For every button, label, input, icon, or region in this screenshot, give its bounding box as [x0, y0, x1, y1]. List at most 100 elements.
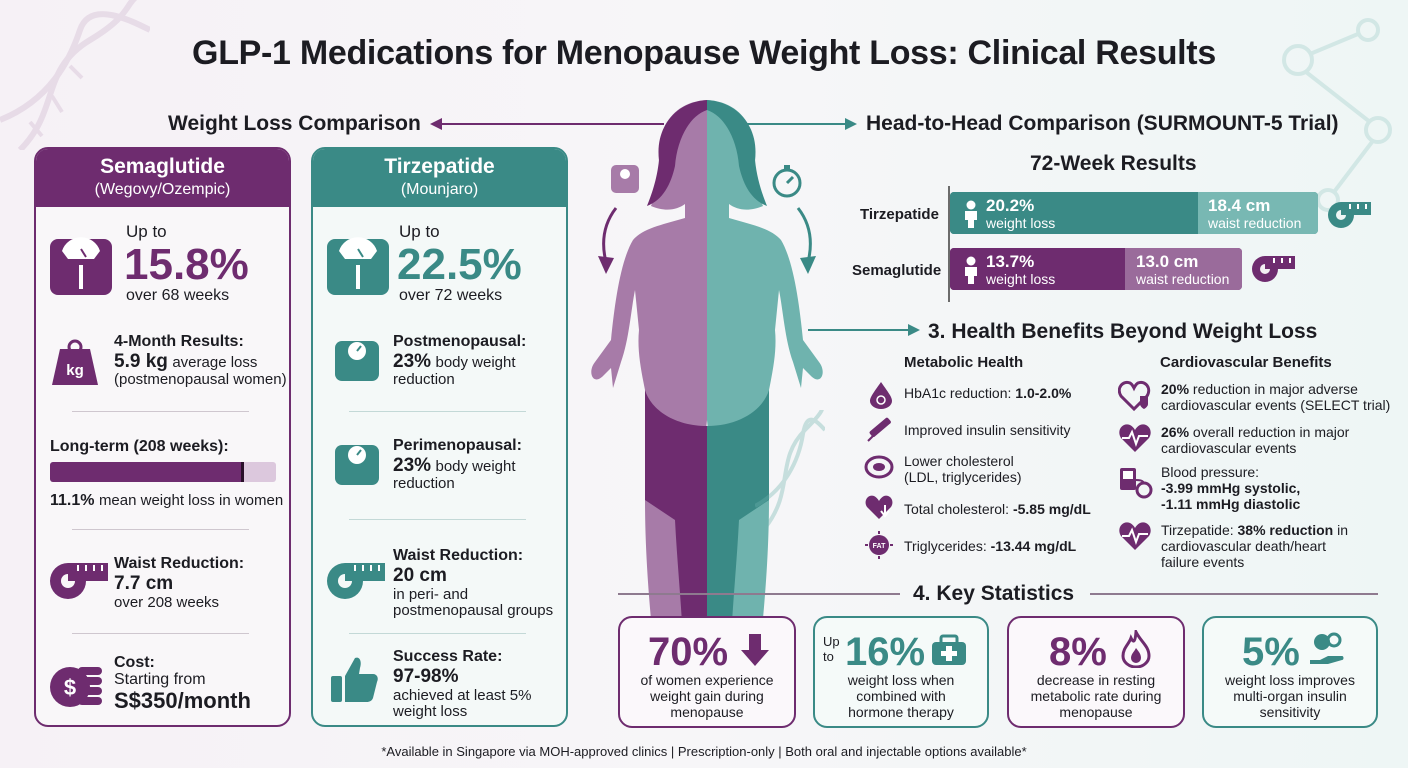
- semaglutide-weight-label: weight loss: [986, 271, 1056, 287]
- head-to-head-label: Head-to-Head Comparison (SURMOUNT-5 Tria…: [866, 112, 1339, 135]
- stat-value: 16%: [845, 630, 926, 674]
- cost-prefix: Starting from: [114, 671, 206, 688]
- postmenopausal-suffix: body weight: [435, 354, 516, 371]
- tirzepatide-brands: (Mounjaro): [400, 181, 479, 198]
- stat-value: 70%: [648, 630, 729, 674]
- semaglutide-duration: over 68 weeks: [126, 287, 230, 304]
- sema-waist-title: Waist Reduction:: [114, 555, 245, 572]
- scale-icon: [50, 237, 112, 295]
- organ-hand-icon: [1310, 632, 1344, 664]
- tirzepatide-max-loss: Up to 22.5% over 72 weeks: [313, 217, 566, 307]
- stat-card: 5% weight loss improves multi-organ insu…: [1202, 616, 1378, 728]
- divider: [618, 593, 900, 595]
- long-term-progress-bar: [50, 462, 276, 482]
- postmenopausal-result: 23% body weight: [393, 351, 516, 372]
- tirzepatide-max-loss-value: 22.5%: [397, 240, 522, 289]
- h2h-bar-semaglutide: 13.7% weight loss 13.0 cm waist reductio…: [950, 248, 1242, 290]
- flame-icon: [1121, 630, 1151, 668]
- tirzepatide-card-header: Tirzepatide (Mounjaro): [313, 149, 566, 207]
- success-value: 97-98%: [393, 666, 459, 687]
- h2h-row-label-semaglutide: Semaglutide: [852, 262, 942, 279]
- sema-waist-value: 7.7 cm: [114, 573, 174, 594]
- person-icon: [965, 200, 977, 228]
- kg-weight-icon: kg: [52, 339, 98, 385]
- medical-kit-icon: [932, 634, 966, 665]
- stat-card: 8% decrease in resting metabolic rate du…: [1007, 616, 1185, 728]
- heart-shield-icon: [1118, 380, 1151, 412]
- page-title: GLP-1 Medications for Menopause Weight L…: [192, 34, 1216, 72]
- arrow-down-icon: [741, 634, 769, 666]
- divider: [349, 633, 526, 634]
- success-note2: weight loss: [393, 703, 468, 720]
- divider: [1090, 593, 1378, 595]
- fat-icon-label: FAT: [873, 543, 886, 550]
- h2h-subtitle: 72-Week Results: [1030, 152, 1197, 175]
- tirzepatide-weight-label: weight loss: [986, 215, 1056, 231]
- stat-line: menopause: [1059, 704, 1133, 720]
- stat-line: weight loss when: [847, 672, 955, 688]
- perimenopausal-suffix2: reduction: [393, 475, 455, 492]
- perimenopausal-value: 23%: [393, 455, 432, 476]
- stat-card: Up to 16% weight loss when combined with…: [813, 616, 989, 728]
- stat-line: weight loss improves: [1225, 672, 1355, 688]
- coins-dollar-icon: $: [50, 667, 102, 707]
- cardio-item-sub: -1.11 mmHg diastolic: [1161, 496, 1301, 512]
- stat-line: combined with: [856, 688, 946, 704]
- person-icon: [965, 256, 977, 284]
- semaglutide-max-loss: Up to 15.8% over 68 weeks: [36, 217, 289, 307]
- metabolic-item: Total cholesterol: -5.85 mg/dL: [904, 501, 1091, 517]
- perimenopausal-title: Perimenopausal:: [393, 437, 522, 454]
- stat-line: menopause: [670, 704, 744, 720]
- stat-value: 5%: [1242, 630, 1300, 674]
- curved-arrow-down-icon: [598, 207, 618, 274]
- success-note1: achieved at least 5%: [393, 687, 532, 704]
- arrow-right-icon: [808, 324, 920, 336]
- tirzepatide-card: Tirzepatide (Mounjaro) Up to 22.5% over …: [311, 147, 568, 727]
- curved-arrow-down-icon: [796, 207, 816, 274]
- cardio-item: Blood pressure:: [1161, 464, 1260, 480]
- semaglutide-max-loss-value: 15.8%: [124, 240, 249, 289]
- tirz-waist-value: 20 cm: [393, 565, 447, 586]
- fat-cell-icon: FAT: [865, 531, 893, 559]
- metabolic-item: Triglycerides: -13.44 mg/dL: [904, 538, 1077, 554]
- tape-measure-icon: [50, 563, 108, 599]
- cost-title: Cost:: [114, 654, 155, 671]
- h2h-row-label-tirzepatide: Tirzepatide: [860, 206, 939, 223]
- scale-icon: [611, 165, 639, 193]
- semaglutide-name: Semaglutide: [100, 155, 225, 178]
- metabolic-health-title: Metabolic Health: [904, 354, 1024, 371]
- stat-line: of women experience: [640, 672, 774, 688]
- tirzepatide-waist-value: 18.4 cm: [1208, 196, 1271, 215]
- long-term-result: 11.1% mean weight loss in women: [50, 491, 283, 510]
- scale-icon: [335, 341, 379, 381]
- stat-line: weight gain during: [650, 688, 764, 704]
- health-benefits-label: 3. Health Benefits Beyond Weight Loss: [928, 320, 1318, 343]
- long-term-value: 11.1%: [50, 492, 95, 509]
- arrow-left-icon: [430, 118, 664, 130]
- molecule-decoration-icon: [1282, 18, 1392, 212]
- tirzepatide-weight-value: 20.2%: [986, 196, 1035, 215]
- sema-waist-duration: over 208 weeks: [114, 594, 220, 611]
- tirz-waist-note1: in peri- and: [393, 586, 469, 603]
- divider: [72, 529, 249, 530]
- perimenopausal-suffix: body weight: [435, 458, 516, 475]
- semaglutide-up-to: Up to: [126, 222, 167, 241]
- tirz-waist-note2: postmenopausal groups: [393, 602, 554, 619]
- four-month-result: 5.9 kg average loss: [114, 351, 257, 372]
- cardio-item-sub: cardiovascular events (SELECT trial): [1161, 397, 1391, 413]
- metabolic-item: Improved insulin sensitivity: [904, 422, 1071, 438]
- divider: [349, 519, 526, 520]
- artery-icon: [864, 455, 894, 479]
- cardio-item-sub: cardiovascular death/heart: [1161, 538, 1326, 554]
- blood-drop-icon: [870, 382, 892, 409]
- perimenopausal-result: 23% body weight: [393, 455, 516, 476]
- arrow-right-icon: [745, 118, 857, 130]
- stat-line: sensitivity: [1259, 704, 1321, 720]
- stat-line: hormone therapy: [848, 704, 954, 720]
- four-month-title: 4-Month Results:: [114, 333, 244, 350]
- insulin-pen-icon: [867, 417, 891, 442]
- stat-value: 8%: [1049, 630, 1107, 674]
- semaglutide-waist-label: waist reduction: [1136, 271, 1230, 287]
- long-term-progress-fill: [50, 462, 245, 482]
- cost-value: S$350/month: [114, 688, 251, 713]
